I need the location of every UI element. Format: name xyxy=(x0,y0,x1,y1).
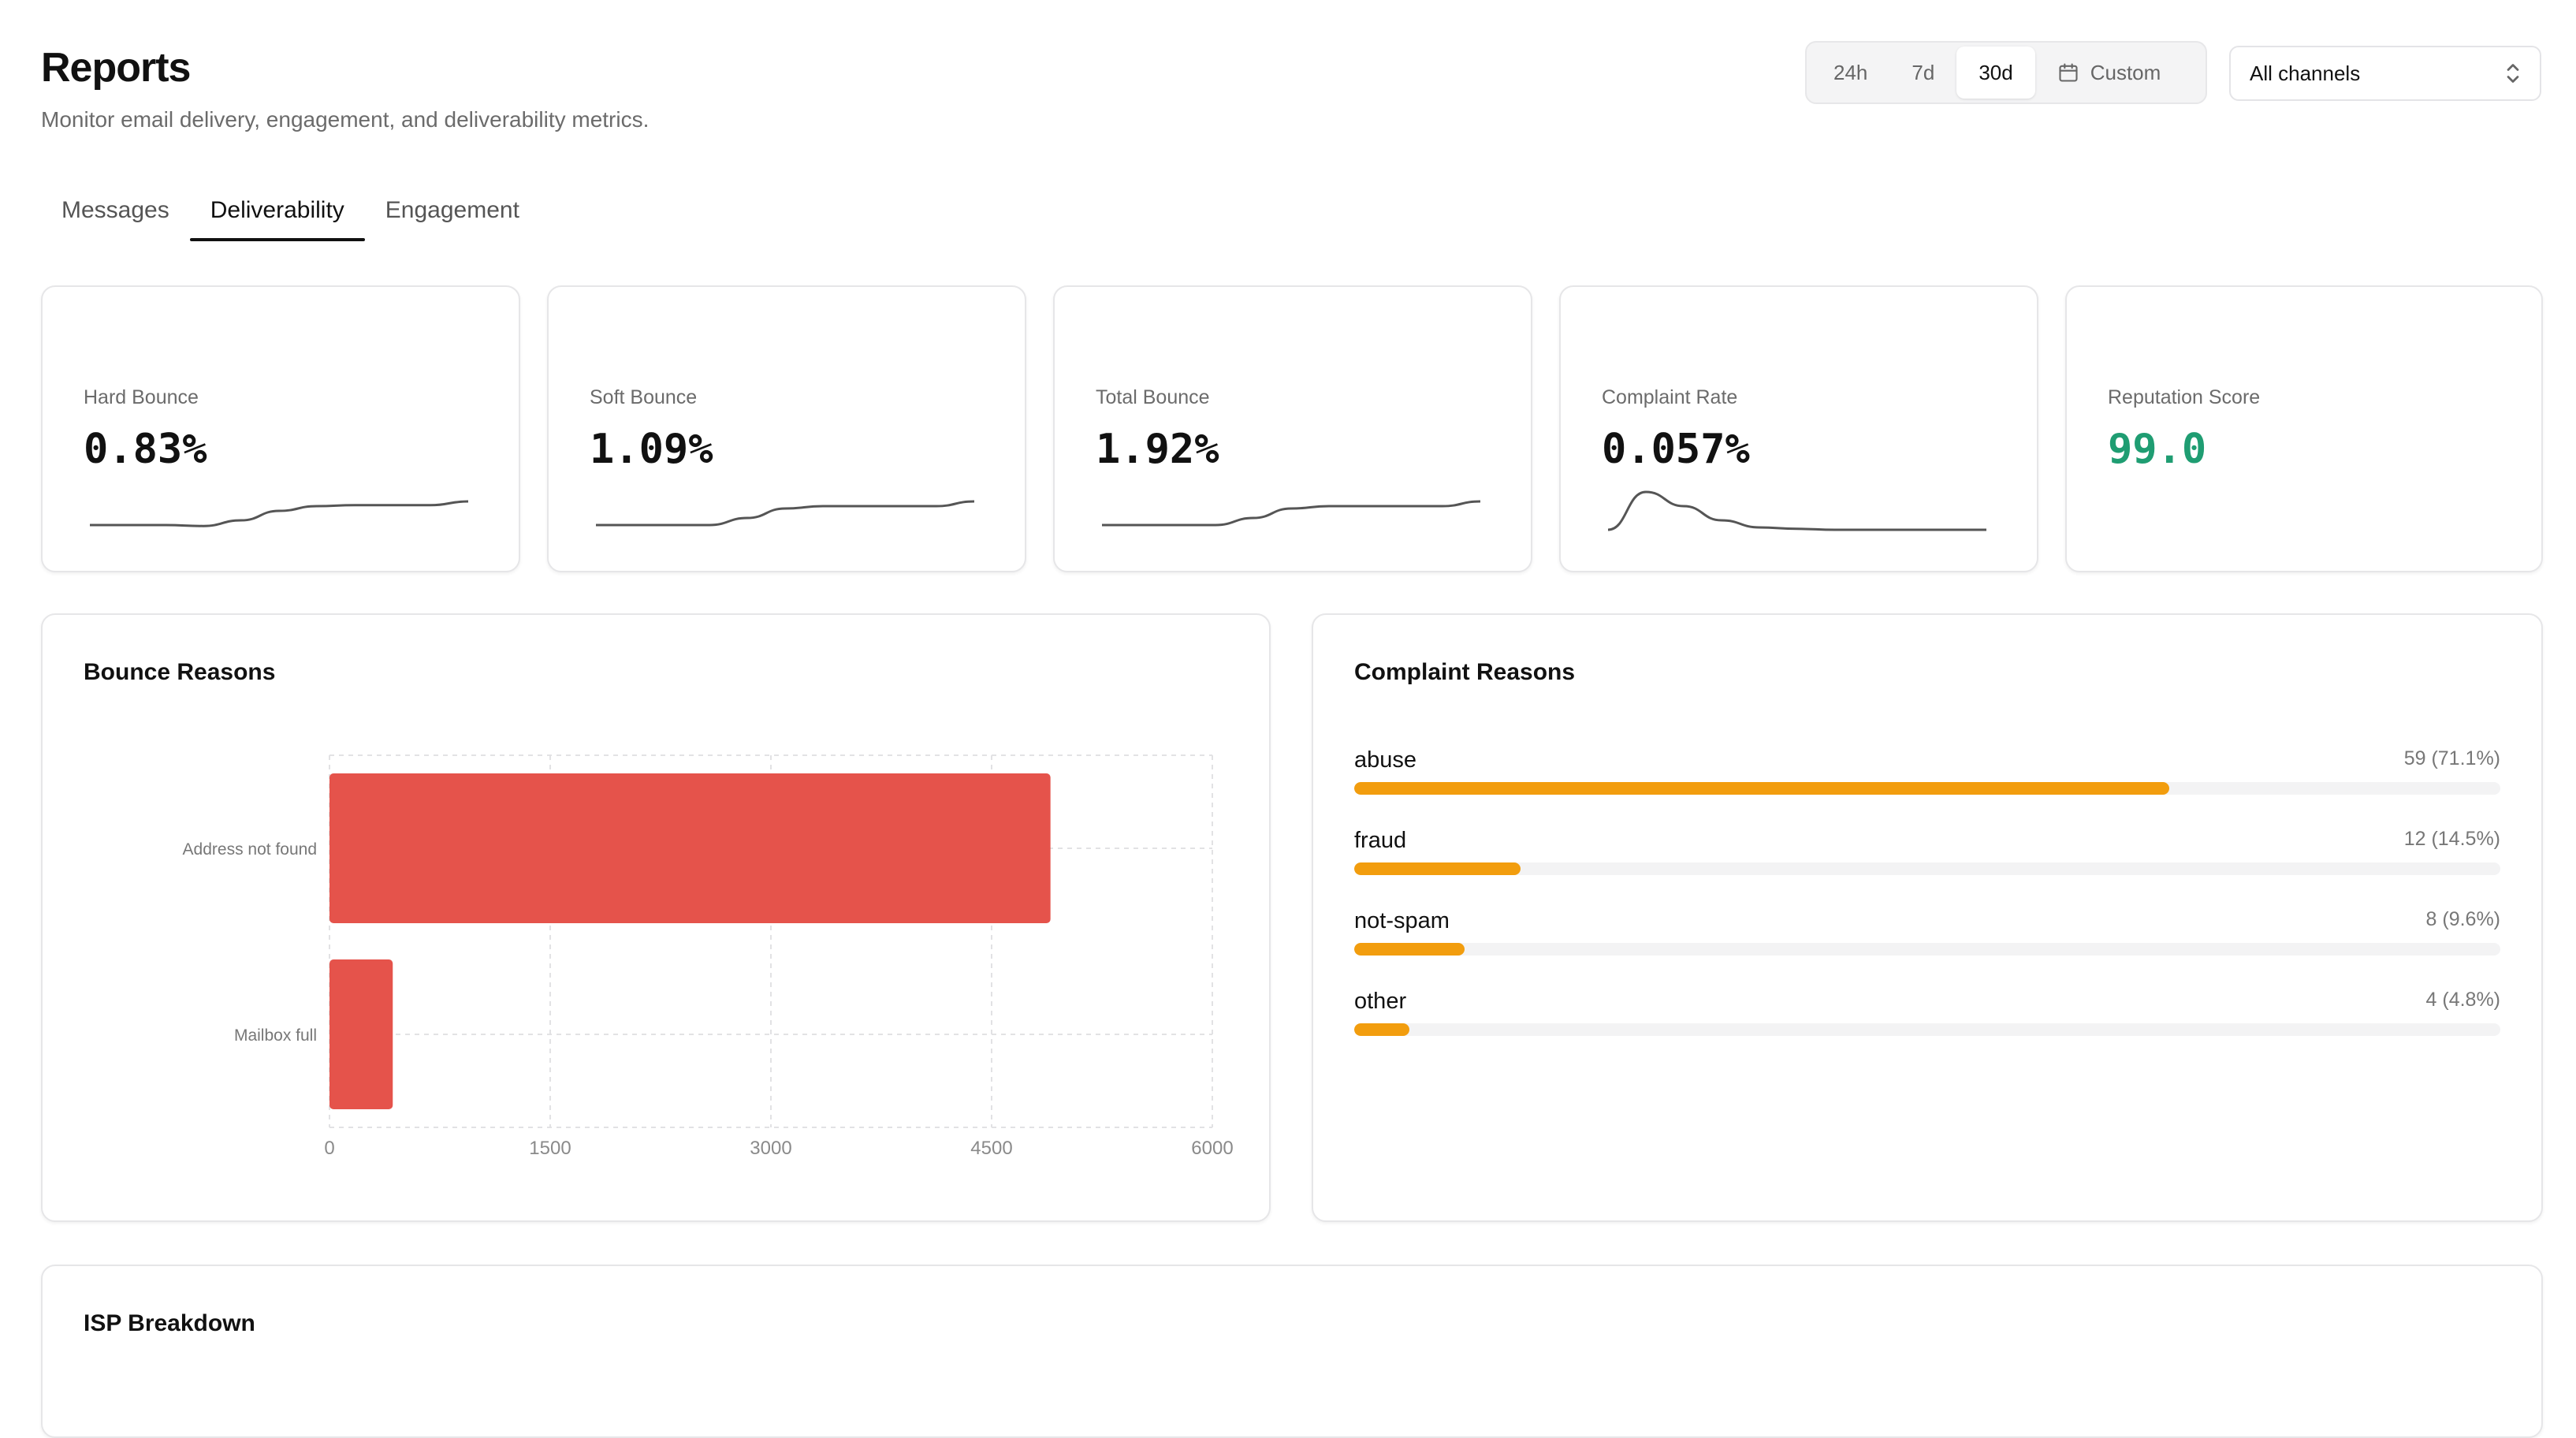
x-tick-label: 4500 xyxy=(970,1138,1012,1159)
stat-label: Soft Bounce xyxy=(590,386,698,408)
stat-label: Reputation Score xyxy=(2108,386,2261,408)
complaint-reasons-card: Complaint Reasons abuse 59 (71.1%) fraud… xyxy=(1312,613,2543,1222)
bounce-reasons-chart: 0 1500 3000 4500 6000 Address not found Mailbo… xyxy=(183,754,1234,1159)
progress-track xyxy=(1354,862,2500,875)
bar xyxy=(329,773,1051,923)
isp-breakdown-card: ISP Breakdown xyxy=(41,1265,2543,1438)
reason-count: 8 (9.6%) xyxy=(2425,908,2500,930)
list-item: other 4 (4.8%) xyxy=(1354,989,2500,1069)
bar xyxy=(329,959,393,1109)
reason-label: other xyxy=(1354,989,1407,1014)
x-tick-label: 3000 xyxy=(750,1138,791,1159)
card-title: Bounce Reasons xyxy=(84,659,276,685)
card-title: Complaint Reasons xyxy=(1354,659,1576,685)
time-range-selector: 24h 7d 30d Custom xyxy=(1805,41,2207,104)
card-title: ISP Breakdown xyxy=(84,1310,255,1336)
reason-label: fraud xyxy=(1354,828,1407,853)
stat-label: Total Bounce xyxy=(1096,386,1210,408)
reason-count: 12 (14.5%) xyxy=(2403,828,2500,850)
range-30d-button[interactable]: 30d xyxy=(1956,47,2035,99)
channel-select[interactable]: All channels xyxy=(2229,46,2541,101)
stat-value: 99.0 xyxy=(2108,426,2207,473)
range-7d-button[interactable]: 7d xyxy=(1912,60,1935,84)
range-custom-button[interactable]: Custom xyxy=(2035,47,2183,99)
reputation-score-card: Reputation Score 99.0 xyxy=(2065,285,2543,572)
chevron-up-down-icon xyxy=(2507,64,2519,83)
progress-fill xyxy=(1354,862,1521,875)
progress-fill xyxy=(1354,782,2169,795)
y-tick-label: Address not found xyxy=(183,840,317,859)
complaint-reasons-list: abuse 59 (71.1%) fraud 12 (14.5%) not-sp… xyxy=(1354,747,2500,1069)
x-tick-label: 0 xyxy=(324,1138,334,1159)
stat-label: Complaint Rate xyxy=(1602,386,1738,408)
reason-label: abuse xyxy=(1354,747,1417,773)
report-tabs: Messages Deliverability Engagement xyxy=(41,186,540,241)
stat-value: 1.92% xyxy=(1096,426,1219,473)
stat-label: Hard Bounce xyxy=(84,386,199,408)
x-tick-label: 1500 xyxy=(529,1138,571,1159)
total-bounce-card: Total Bounce 1.92% xyxy=(1053,285,1532,572)
tab-messages[interactable]: Messages xyxy=(61,197,169,223)
list-item: not-spam 8 (9.6%) xyxy=(1354,908,2500,989)
progress-track xyxy=(1354,1023,2500,1036)
reports-page: Reports Monitor email delivery, engageme… xyxy=(41,41,2543,1438)
total-bounce-sparkline xyxy=(1102,500,1481,527)
stat-value: 0.057% xyxy=(1602,426,1750,473)
progress-track xyxy=(1354,782,2500,795)
complaint-rate-card: Complaint Rate 0.057% xyxy=(1559,285,2038,572)
reason-label: not-spam xyxy=(1354,908,1450,933)
calendar-icon xyxy=(2059,63,2078,82)
hard-bounce-sparkline xyxy=(90,500,469,527)
list-item: fraud 12 (14.5%) xyxy=(1354,828,2500,908)
page-title: Reports xyxy=(41,45,191,91)
progress-fill xyxy=(1354,1023,1409,1036)
progress-track xyxy=(1354,943,2500,956)
complaint-rate-sparkline xyxy=(1607,490,1986,531)
reason-count: 59 (71.1%) xyxy=(2403,747,2500,769)
bounce-reasons-card: Bounce Reasons 0 1500 3000 4500 6000 Address … xyxy=(41,613,1271,1222)
y-tick-label: Mailbox full xyxy=(234,1026,317,1045)
x-tick-label: 6000 xyxy=(1191,1138,1233,1159)
list-item: abuse 59 (71.1%) xyxy=(1354,747,2500,828)
reason-count: 4 (4.8%) xyxy=(2425,989,2500,1011)
page-subtitle: Monitor email delivery, engagement, and … xyxy=(41,107,650,132)
stat-value: 0.83% xyxy=(84,426,207,473)
tab-deliverability[interactable]: Deliverability xyxy=(189,186,365,241)
channel-select-value: All channels xyxy=(2250,61,2361,85)
range-custom-label: Custom xyxy=(2090,60,2161,84)
range-24h-button[interactable]: 24h xyxy=(1833,60,1868,84)
tab-engagement[interactable]: Engagement xyxy=(385,197,519,223)
soft-bounce-sparkline xyxy=(596,500,975,527)
stat-value: 1.09% xyxy=(590,426,713,473)
progress-fill xyxy=(1354,943,1465,956)
hard-bounce-card: Hard Bounce 0.83% xyxy=(41,285,520,572)
soft-bounce-card: Soft Bounce 1.09% xyxy=(547,285,1026,572)
